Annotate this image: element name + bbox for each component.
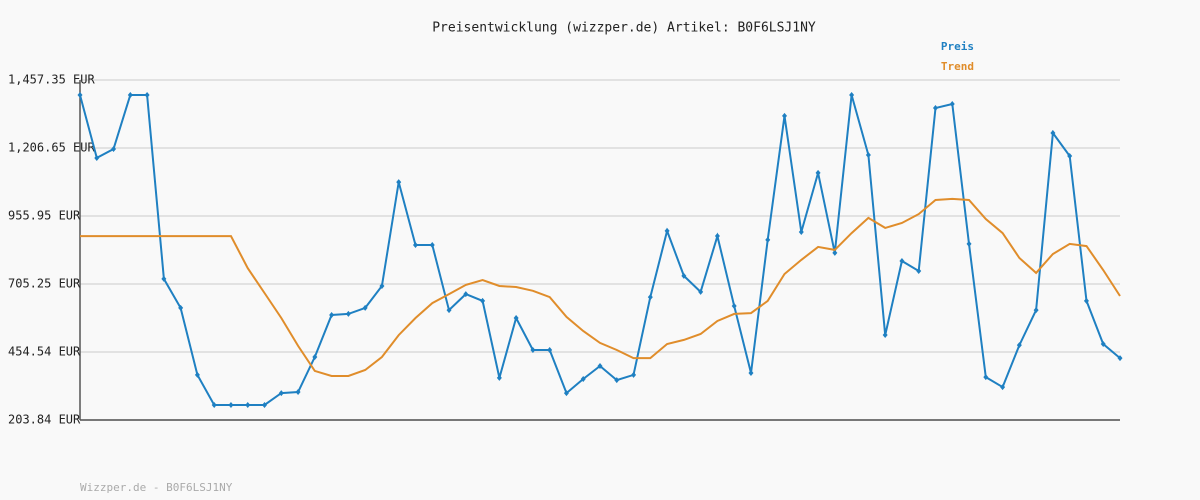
point: [714, 233, 720, 240]
point: [832, 249, 838, 256]
point: [178, 304, 184, 311]
y-tick-label: 1,457.35 EUR: [8, 73, 95, 87]
point: [916, 268, 922, 275]
point: [379, 282, 385, 289]
point: [329, 311, 335, 318]
point: [1100, 341, 1106, 348]
point: [1067, 153, 1073, 160]
point: [681, 272, 687, 279]
point: [563, 390, 569, 397]
point: [111, 145, 117, 152]
point: [882, 332, 888, 339]
point: [345, 310, 351, 317]
point: [278, 390, 284, 397]
point: [245, 402, 251, 409]
point: [161, 275, 167, 282]
point: [983, 374, 989, 381]
y-tick-label: 955.95 EUR: [8, 208, 81, 222]
point: [966, 240, 972, 247]
chart-title: Preisentwicklung (wizzper.de) Artikel: B…: [432, 21, 816, 36]
series-line: [80, 197, 1121, 377]
point: [614, 377, 620, 384]
point: [446, 307, 452, 314]
point: [949, 100, 955, 107]
point: [496, 374, 502, 381]
point: [748, 370, 754, 377]
point: [865, 151, 871, 158]
point: [312, 354, 318, 361]
point: [932, 105, 938, 112]
point: [899, 258, 905, 265]
point: [463, 291, 469, 298]
y-tick-label: 1,206.65 EUR: [8, 140, 95, 154]
footer: Wizzper.de - B0F6LSJ1NY: [80, 481, 233, 494]
point: [1000, 384, 1006, 391]
point: [362, 304, 368, 311]
point: [127, 92, 133, 99]
point: [412, 242, 418, 249]
point: [815, 169, 821, 176]
point: [530, 346, 536, 353]
legend-label: Trend: [941, 60, 974, 73]
point: [262, 402, 268, 409]
point: [211, 402, 217, 409]
point: [228, 402, 234, 409]
point: [731, 303, 737, 310]
point: [513, 314, 519, 321]
point: [580, 375, 586, 382]
point: [1117, 355, 1123, 362]
point: [765, 236, 771, 243]
point: [295, 389, 301, 396]
point: [1050, 129, 1056, 136]
point: [698, 288, 704, 295]
point: [77, 92, 83, 99]
point: [1083, 297, 1089, 304]
point: [849, 92, 855, 99]
point: [547, 346, 553, 353]
point: [429, 242, 435, 249]
point: [798, 228, 804, 235]
point: [194, 371, 200, 378]
point: [647, 294, 653, 301]
point: [664, 227, 670, 234]
point: [480, 297, 486, 304]
y-tick-label: 705.25 EUR: [8, 276, 81, 290]
point: [144, 92, 150, 99]
point: [782, 112, 788, 119]
y-tick-label: 203.84 EUR: [8, 413, 81, 427]
point: [94, 154, 100, 161]
point: [1016, 342, 1022, 349]
point: [631, 371, 637, 378]
y-tick-label: 454.54 EUR: [8, 345, 81, 359]
point: [1033, 307, 1039, 314]
legend-label: Preis: [941, 40, 974, 53]
point: [597, 362, 603, 369]
point: [396, 179, 402, 186]
